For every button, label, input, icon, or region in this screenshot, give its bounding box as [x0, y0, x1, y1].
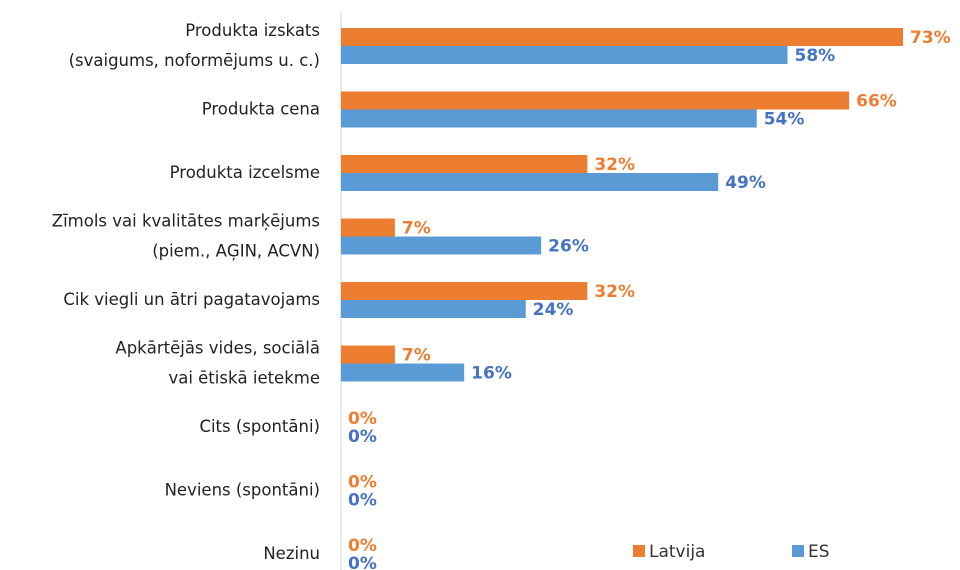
bar	[341, 155, 588, 173]
value-label: 49%	[725, 173, 766, 193]
category-label: Nezinu	[263, 544, 320, 563]
bar	[341, 91, 850, 110]
bar	[341, 46, 788, 64]
bar	[341, 345, 395, 364]
value-label: 16%	[471, 364, 512, 384]
legend-swatch	[792, 545, 804, 557]
category-label: Cik viegli un ātri pagatavojams	[63, 290, 320, 309]
value-label: 0%	[348, 409, 377, 429]
category-label: Produkta cena	[202, 99, 320, 118]
value-label: 0%	[348, 536, 377, 556]
value-label: 54%	[764, 110, 805, 130]
bar	[341, 300, 526, 318]
legend-swatch	[633, 545, 645, 557]
value-label: 0%	[348, 473, 377, 493]
value-label: 7%	[402, 219, 431, 239]
value-label: 73%	[910, 28, 951, 48]
value-label: 0%	[348, 427, 377, 447]
legend-label: Latvija	[649, 542, 705, 562]
legend-label: ES	[808, 542, 830, 562]
bar	[341, 173, 719, 191]
bar	[341, 282, 588, 300]
bar	[341, 236, 542, 255]
category-label: Apkārtējās vides, sociālā vai ētiskā iete…	[115, 338, 320, 387]
category-label: Zīmols vai kvalitātes marķējums (piem., A…	[52, 211, 320, 260]
bar	[341, 218, 395, 237]
value-label: 26%	[548, 237, 589, 257]
bar	[341, 363, 465, 382]
category-label: Neviens (spontāni)	[165, 480, 320, 499]
value-label: 0%	[348, 491, 377, 511]
value-label: 0%	[348, 554, 377, 570]
value-label: 32%	[594, 155, 635, 175]
category-label: Cits (spontāni)	[199, 417, 320, 436]
value-label: 7%	[402, 346, 431, 366]
value-label: 58%	[795, 46, 836, 66]
value-label: 66%	[856, 92, 897, 112]
category-label: Produkta izcelsme	[170, 163, 320, 182]
bar	[341, 109, 757, 128]
value-label: 24%	[533, 300, 574, 320]
value-label: 32%	[594, 282, 635, 302]
category-label: Produkta izskats (svaigums, noformējums u…	[69, 21, 320, 70]
bar	[341, 28, 903, 46]
